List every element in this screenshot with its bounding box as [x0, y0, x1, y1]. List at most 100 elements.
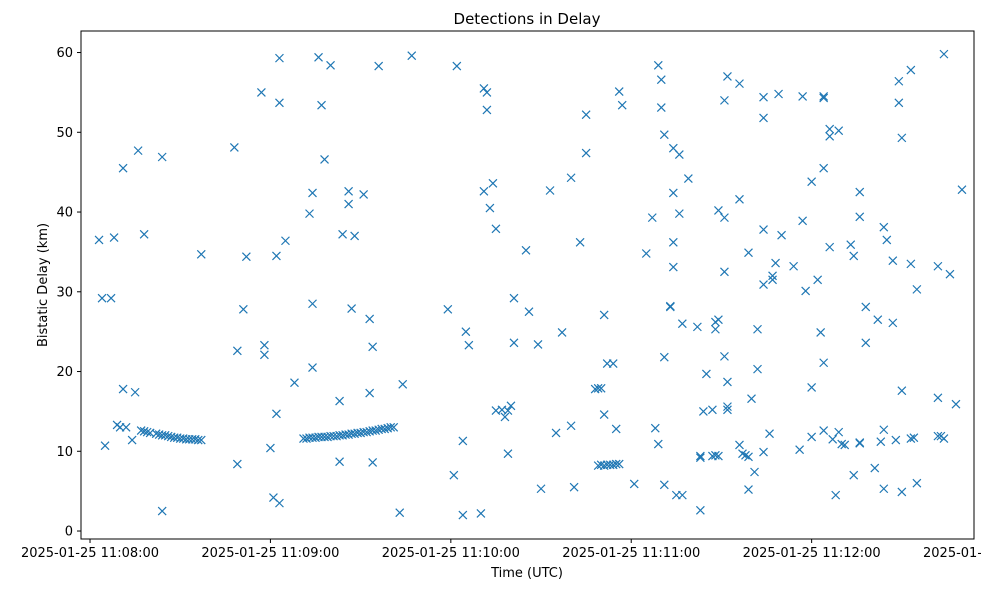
data-point: [362, 427, 372, 437]
data-point: [837, 439, 847, 449]
data-point: [828, 434, 838, 444]
data-point: [656, 103, 666, 112]
data-point: [888, 256, 898, 266]
y-tick-label: 30: [56, 285, 73, 300]
data-point: [259, 340, 269, 350]
data-point: [464, 340, 474, 350]
data-point: [819, 358, 829, 368]
data-point: [798, 91, 808, 101]
data-point: [668, 188, 678, 198]
data-point: [599, 310, 609, 320]
data-point: [596, 383, 606, 393]
data-point: [897, 133, 907, 143]
data-point: [771, 258, 780, 268]
data-point: [229, 143, 239, 152]
data-point: [897, 386, 907, 396]
data-point: [314, 52, 323, 62]
data-point: [536, 484, 546, 494]
data-point: [656, 75, 666, 85]
data-point: [241, 252, 251, 262]
data-point: [196, 435, 206, 445]
data-point: [653, 60, 663, 70]
data-point: [819, 91, 829, 101]
data-point: [335, 457, 345, 467]
data-point: [476, 509, 486, 518]
data-point: [232, 346, 242, 356]
data-point: [232, 459, 242, 469]
plot-area-frame: [80, 30, 975, 540]
data-point: [768, 271, 777, 281]
data-point: [259, 350, 269, 360]
data-point: [256, 87, 266, 97]
data-point: [139, 426, 149, 436]
data-point: [157, 152, 167, 162]
y-axis-label: Bistatic Delay (km): [36, 223, 51, 347]
data-point: [575, 237, 585, 247]
data-point: [614, 87, 624, 97]
data-point: [593, 383, 603, 393]
data-point: [365, 388, 375, 398]
data-point: [142, 427, 152, 437]
data-point: [521, 245, 531, 255]
data-point: [861, 338, 871, 348]
data-point: [777, 230, 786, 240]
data-point: [581, 110, 591, 120]
data-point: [897, 487, 907, 497]
data-point: [389, 422, 399, 432]
data-point: [551, 428, 561, 438]
data-point: [939, 434, 949, 443]
x-tick-label: 2025-01-25 11:12:00: [743, 546, 881, 561]
data-point: [876, 437, 886, 447]
data-point: [668, 237, 678, 247]
data-point: [894, 98, 904, 108]
data-point: [545, 186, 555, 195]
data-point: [735, 79, 744, 89]
data-point: [569, 482, 579, 492]
data-point: [118, 384, 128, 394]
data-point: [275, 498, 284, 508]
data-point: [695, 505, 705, 515]
data-point: [398, 379, 408, 389]
data-point: [879, 425, 889, 435]
x-tick-label: 2025-01-25 11:13:00: [923, 546, 981, 561]
data-point: [344, 199, 354, 209]
data-point: [109, 233, 119, 242]
data-point: [488, 178, 498, 188]
data-point: [695, 451, 705, 461]
data-point: [765, 429, 774, 439]
data-point: [957, 185, 967, 195]
data-point: [650, 423, 660, 433]
data-point: [846, 240, 856, 250]
data-point: [347, 304, 357, 313]
data-point: [380, 424, 390, 434]
data-point: [659, 130, 669, 140]
data-point: [617, 100, 627, 110]
data-point: [509, 338, 519, 348]
data-point: [714, 315, 723, 325]
data-point: [452, 61, 462, 71]
data-point: [882, 235, 892, 245]
data-point: [939, 49, 949, 59]
data-point: [759, 447, 768, 457]
data-point: [133, 146, 143, 156]
data-point: [94, 235, 104, 245]
data-point: [807, 383, 817, 392]
data-point: [698, 406, 708, 416]
data-point: [653, 439, 663, 449]
data-point: [674, 209, 684, 219]
data-point: [647, 213, 657, 223]
data-point: [130, 387, 140, 397]
x-tick-label: 2025-01-25 11:08:00: [21, 546, 159, 561]
data-point: [317, 100, 326, 110]
data-point: [723, 405, 732, 415]
data-point: [374, 61, 384, 71]
y-tick-label: 10: [56, 445, 73, 460]
data-point: [281, 236, 290, 246]
data-point: [701, 369, 711, 379]
data-point: [665, 301, 675, 311]
y-ticks: 0 10 20 30 40 50 60: [56, 46, 81, 540]
data-points: [94, 49, 967, 520]
data-point: [819, 163, 829, 173]
data-point: [275, 53, 284, 63]
